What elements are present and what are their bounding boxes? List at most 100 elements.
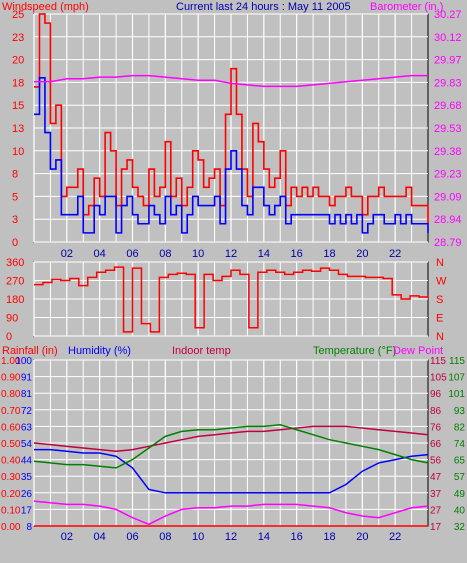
- temperature-y-tick-label: 115: [430, 356, 446, 367]
- barometer-y-tick-label: 28.79: [434, 237, 462, 249]
- humidity-panel-x-tick-label: 08: [159, 531, 171, 543]
- humidity-panel-x-tick-label: 14: [258, 531, 270, 543]
- humidity-panel-x-tick-label: 12: [225, 531, 237, 543]
- windspeed-panel-x-tick-label: 18: [323, 248, 335, 260]
- wind-direction-compass-label: S: [436, 294, 443, 306]
- indoor-temp-line: [33, 425, 429, 453]
- rainfall-y-tick-label: 0.80: [1, 389, 21, 400]
- dew-point-y-tick-label: 107: [448, 373, 465, 384]
- temperature-y-tick-label: 56: [430, 456, 442, 467]
- windspeed-y-tick-label: 23: [12, 32, 24, 44]
- humidity-panel-x-tick-label: 06: [126, 531, 138, 543]
- humidity-y-tick-label: 8: [26, 522, 32, 533]
- windspeed-title: Windspeed (mph): [2, 1, 89, 13]
- wind-direction-compass-label: W: [436, 276, 447, 288]
- windspeed-average-line: [34, 77, 429, 234]
- temperature-y-tick-label: 76: [430, 422, 442, 433]
- humidity-y-tick-label: 72: [21, 406, 33, 417]
- humidity-y-tick-label: 17: [21, 505, 33, 516]
- wind-direction-y-tick-label: 360: [6, 257, 24, 269]
- humidity-y-tick-label: 81: [21, 389, 33, 400]
- windspeed-panel-x-tick-label: 22: [389, 248, 401, 260]
- legend-entry: Dew Point: [393, 345, 443, 357]
- dew-point-y-tick-label: 32: [454, 522, 466, 533]
- dew-point-y-tick-label: 115: [449, 356, 465, 367]
- humidity-panel-x-tick-label: 20: [356, 531, 368, 543]
- dew-point-y-tick-label: 49: [454, 489, 466, 500]
- temperature-y-tick-label: 66: [430, 439, 442, 450]
- humidity-y-tick-label: 26: [21, 489, 33, 500]
- windspeed-panel-x-tick-label: 16: [291, 248, 303, 260]
- barometer-y-tick-label: 29.09: [434, 191, 462, 203]
- dew-point-y-tick-label: 93: [454, 406, 466, 417]
- windspeed-panel-x-tick-label: 20: [356, 248, 368, 260]
- wind-direction-y-tick-label: 90: [6, 313, 18, 325]
- barometer-y-tick-label: 29.68: [434, 100, 462, 112]
- wind-direction-y-tick-label: 270: [6, 276, 24, 288]
- windspeed-panel-x-tick-label: 08: [159, 248, 171, 260]
- temperature-y-tick-label: 17: [430, 522, 442, 533]
- barometer-y-tick-label: 29.53: [434, 123, 462, 135]
- rainfall-y-tick-label: 0.60: [1, 422, 21, 433]
- wind-direction-compass-label: N: [436, 331, 444, 343]
- humidity-panel-x-tick-label: 04: [94, 531, 106, 543]
- rainfall-y-tick-label: 0.70: [1, 406, 21, 417]
- windspeed-y-tick-label: 10: [12, 146, 24, 158]
- humidity-panel-x-tick-label: 16: [291, 531, 303, 543]
- humidity-panel-x-tick-label: 18: [323, 531, 335, 543]
- rainfall-y-tick-label: 0.30: [1, 472, 21, 483]
- dew-point-y-tick-label: 101: [448, 389, 465, 400]
- temperature-y-tick-label: 27: [430, 505, 442, 516]
- windspeed-y-tick-label: 15: [12, 100, 24, 112]
- windspeed-y-tick-label: 3: [12, 214, 18, 226]
- humidity-panel-x-tick-label: 10: [192, 531, 204, 543]
- barometer-y-tick-label: 29.97: [434, 55, 462, 67]
- rainfall-y-tick-label: 0.20: [1, 489, 21, 500]
- temperature-y-tick-label: 47: [430, 472, 442, 483]
- barometer-title: Barometer (in.): [370, 1, 443, 13]
- windspeed-panel-x-tick-label: 10: [192, 248, 204, 260]
- humidity-y-tick-label: 54: [21, 439, 33, 450]
- humidity-y-tick-label: 91: [21, 373, 33, 384]
- barometer-y-tick-label: 28.94: [434, 214, 462, 226]
- barometer-y-tick-label: 29.23: [434, 169, 462, 181]
- windspeed-panel-x-tick-label: 02: [61, 248, 73, 260]
- temperature-line: [33, 423, 429, 469]
- humidity-y-tick-label: 63: [21, 422, 33, 433]
- dew-point-y-tick-label: 82: [454, 422, 466, 433]
- legend-entry: Humidity (%): [68, 345, 131, 357]
- dew-point-line: [33, 500, 429, 526]
- humidity-y-tick-label: 35: [21, 472, 33, 483]
- barometer-y-tick-label: 29.38: [434, 146, 462, 158]
- chart-header-title: Current last 24 hours : May 11 2005: [176, 1, 351, 13]
- wind-direction-line: [34, 266, 429, 333]
- barometer-y-tick-label: 30.27: [434, 9, 462, 21]
- barometer-y-tick-label: 30.12: [434, 32, 462, 44]
- temperature-y-tick-label: 86: [430, 406, 442, 417]
- barometer-line: [34, 74, 428, 88]
- rainfall-y-tick-label: 0.00: [1, 522, 21, 533]
- windspeed-y-tick-label: 18: [12, 77, 24, 89]
- rainfall-y-tick-label: 0.10: [1, 505, 21, 516]
- humidity-line: [34, 448, 429, 494]
- temperature-y-tick-label: 105: [430, 373, 447, 384]
- temperature-y-tick-label: 96: [430, 389, 442, 400]
- rainfall-y-tick-label: 0.40: [1, 456, 21, 467]
- dew-point-y-tick-label: 40: [454, 505, 466, 516]
- dew-point-y-tick-label: 65: [454, 456, 466, 467]
- legend-entry: Rainfall (in): [2, 345, 58, 357]
- temperature-y-tick-label: 37: [430, 489, 442, 500]
- windspeed-panel-x-tick-label: 04: [94, 248, 106, 260]
- legend-entry: Indoor temp: [172, 345, 231, 357]
- wind-direction-compass-label: E: [436, 313, 443, 325]
- windspeed-panel-x-tick-label: 14: [258, 248, 270, 260]
- dew-point-y-tick-label: 74: [454, 439, 466, 450]
- windspeed-y-tick-label: 20: [12, 55, 24, 67]
- wind-direction-compass-label: N: [436, 257, 444, 269]
- windspeed-y-tick-label: 0: [12, 237, 18, 249]
- humidity-panel-x-tick-label: 22: [389, 531, 401, 543]
- windspeed-y-tick-label: 8: [12, 169, 18, 181]
- rainfall-y-tick-label: 0.50: [1, 439, 21, 450]
